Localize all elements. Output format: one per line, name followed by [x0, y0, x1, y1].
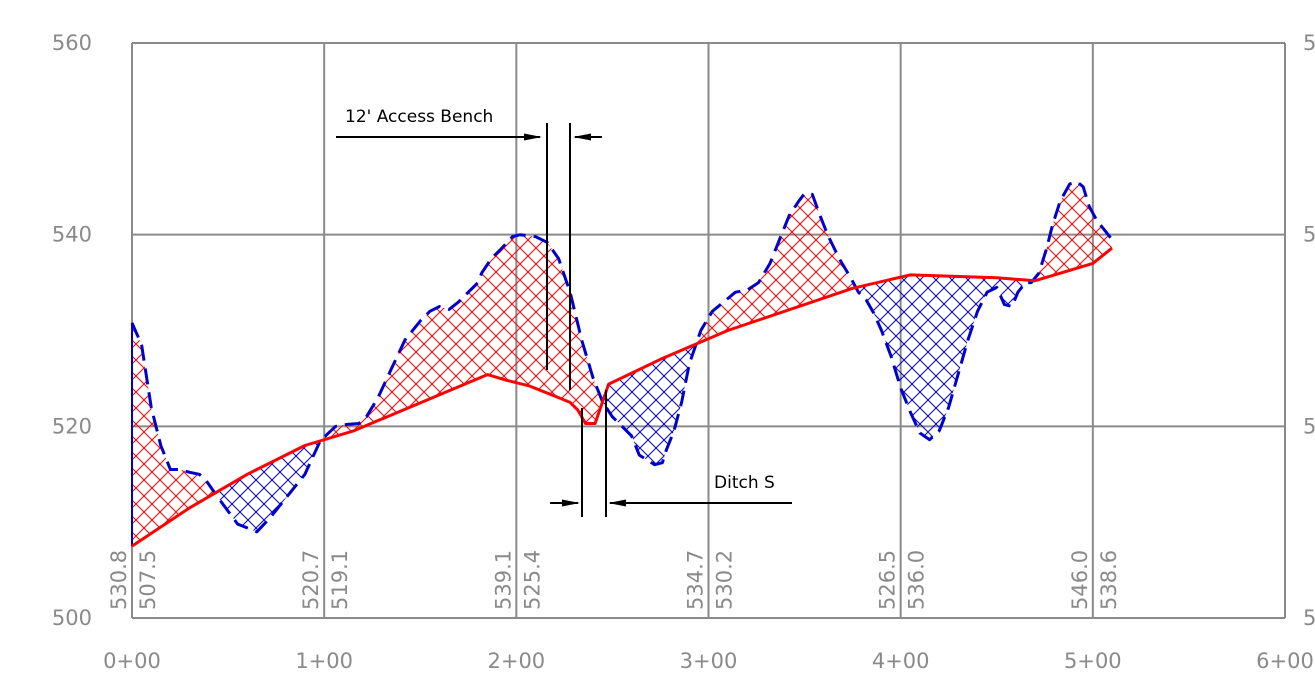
station-proposed-elev: 507.5	[136, 550, 160, 610]
station-proposed-elev: 538.6	[1097, 550, 1121, 610]
fill-region	[855, 274, 1033, 440]
x-tick-label: 0+00	[103, 649, 161, 673]
y-tick-label-right: 5	[1303, 223, 1315, 247]
access-bench-label: 12' Access Bench	[345, 107, 493, 127]
y-tick-label: 560	[52, 31, 92, 55]
y-tick-label-right: 5	[1303, 606, 1315, 630]
station-existing-elev: 534.7	[684, 550, 708, 610]
annotations: 12' Access Bench Ditch S	[336, 107, 792, 517]
cut-region	[1033, 182, 1112, 281]
ditch-label: Ditch S	[714, 473, 775, 493]
x-tick-label: 6+00	[1256, 649, 1314, 673]
x-tick-label: 1+00	[295, 649, 353, 673]
fill-region	[602, 344, 697, 465]
cut-region	[320, 234, 603, 441]
fill-region	[214, 440, 321, 532]
x-tick-label: 5+00	[1064, 649, 1122, 673]
station-existing-elev: 539.1	[491, 550, 515, 610]
y-tick-label: 540	[52, 223, 92, 247]
x-tick-label: 2+00	[487, 649, 545, 673]
station-proposed-elev: 530.2	[713, 550, 737, 610]
station-existing-elev: 530.8	[107, 550, 131, 610]
station-proposed-elev: 536.0	[905, 550, 929, 610]
x-tick-label: 3+00	[680, 649, 738, 673]
station-existing-elev: 546.0	[1068, 550, 1092, 610]
station-proposed-elev: 525.4	[520, 550, 544, 610]
axis-ticks: 0+00 1+00 2+00 3+00 4+00 5+00 6+00 500 520 540 560…	[52, 31, 1315, 673]
cut-fill-hatch	[132, 182, 1112, 547]
y-tick-label: 520	[52, 414, 92, 438]
existing-ground-line	[130, 180, 1114, 534]
station-labels: 530.8 507.5 520.7 519.1 539.1 525.4 534.7 530.2…	[107, 550, 1121, 610]
cut-region	[132, 322, 215, 547]
y-tick-label-right: 5	[1303, 31, 1315, 55]
x-tick-label: 4+00	[872, 649, 930, 673]
station-existing-elev: 520.7	[299, 550, 323, 610]
station-existing-elev: 526.5	[876, 550, 900, 610]
y-tick-label-right: 5	[1303, 414, 1315, 438]
cut-region	[696, 193, 856, 344]
y-tick-label: 500	[52, 606, 92, 630]
station-proposed-elev: 519.1	[328, 550, 352, 610]
